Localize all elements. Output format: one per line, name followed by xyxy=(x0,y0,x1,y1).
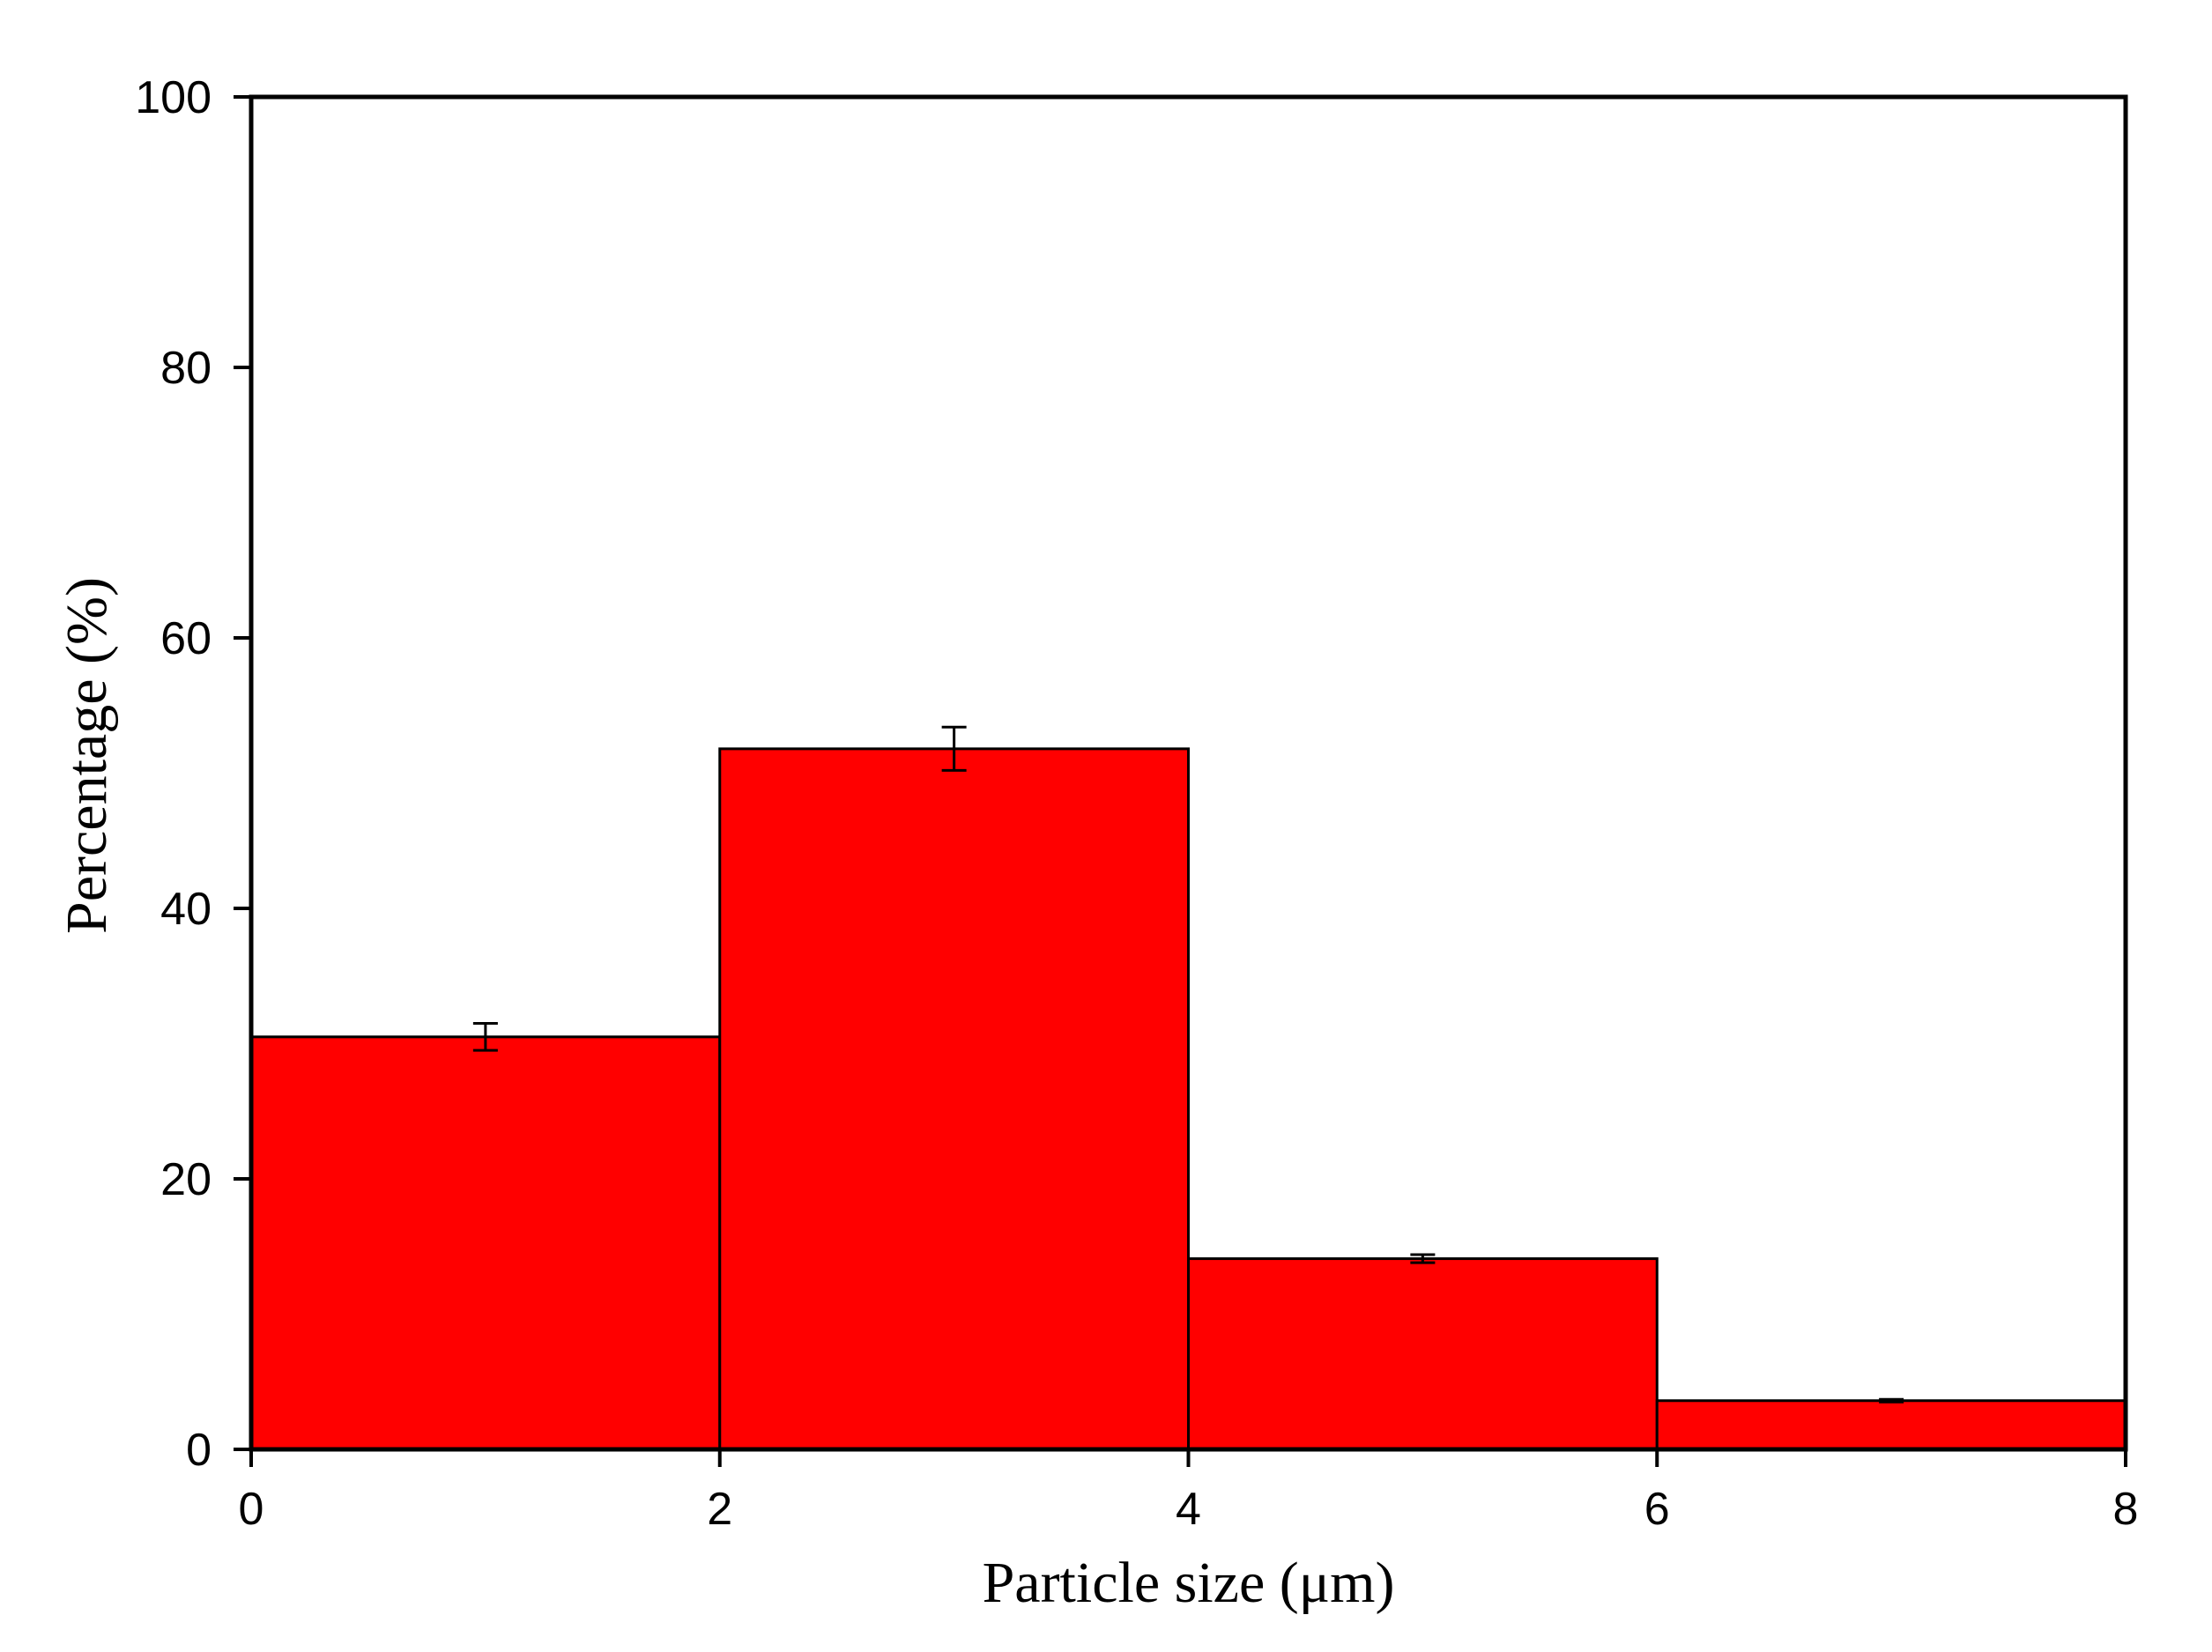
y-tick-label: 20 xyxy=(160,1154,212,1205)
x-axis-title: Particle size (μm) xyxy=(983,1551,1395,1615)
y-tick-label: 40 xyxy=(160,884,212,935)
error-bar-3 xyxy=(1879,1397,1904,1404)
y-tick-label: 80 xyxy=(160,343,212,394)
x-tick-label: 8 xyxy=(2113,1484,2139,1535)
error-bar-1 xyxy=(941,725,967,772)
y-axis-ticks: 0 20 40 60 80 100 xyxy=(135,72,251,1476)
bar-2 xyxy=(1187,1257,1659,1451)
error-bars-group xyxy=(472,725,1904,1404)
bar-1 xyxy=(718,747,1190,1451)
bar-3 xyxy=(1655,1399,2127,1451)
y-tick-label: 0 xyxy=(186,1425,212,1476)
error-bar-0 xyxy=(472,1021,498,1052)
x-tick-label: 2 xyxy=(707,1484,732,1535)
bar-0 xyxy=(249,1035,722,1451)
x-tick-label: 0 xyxy=(239,1484,264,1535)
error-bar-2 xyxy=(1410,1253,1436,1264)
bars-group xyxy=(249,747,2127,1451)
y-tick-label: 60 xyxy=(160,613,212,664)
y-tick-label: 100 xyxy=(135,72,212,123)
x-tick-label: 4 xyxy=(1176,1484,1201,1535)
y-axis-title: Percentage (%) xyxy=(55,577,119,934)
x-tick-label: 6 xyxy=(1644,1484,1670,1535)
x-axis-ticks: 0 2 4 6 8 xyxy=(239,1449,2139,1535)
